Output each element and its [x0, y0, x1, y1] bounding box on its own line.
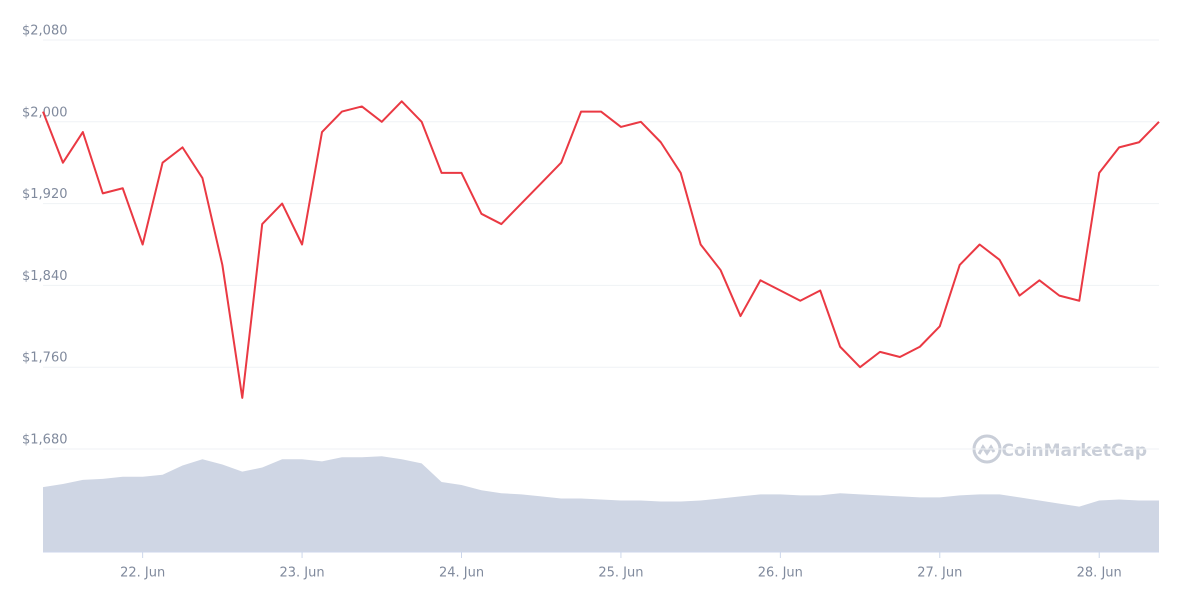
y-tick-label: $2,000: [22, 105, 68, 120]
x-tick-label: 25. Jun: [598, 566, 643, 581]
x-tick-label: 28. Jun: [1077, 566, 1122, 581]
y-tick-label: $2,080: [22, 24, 68, 39]
y-tick-label: $1,680: [22, 433, 68, 448]
x-tick-label: 22. Jun: [120, 566, 165, 581]
y-tick-label: $1,760: [22, 351, 68, 366]
y-tick-label: $1,840: [22, 269, 68, 284]
x-tick-label: 23. Jun: [280, 566, 325, 581]
watermark: CoinMarketCap: [1002, 441, 1147, 461]
x-tick-label: 27. Jun: [917, 566, 962, 581]
price-line: [42, 100, 1160, 399]
x-tick-label: 24. Jun: [439, 566, 484, 581]
volume-area: [43, 456, 1159, 552]
y-tick-label: $1,920: [22, 187, 68, 202]
x-tick-label: 26. Jun: [758, 566, 803, 581]
